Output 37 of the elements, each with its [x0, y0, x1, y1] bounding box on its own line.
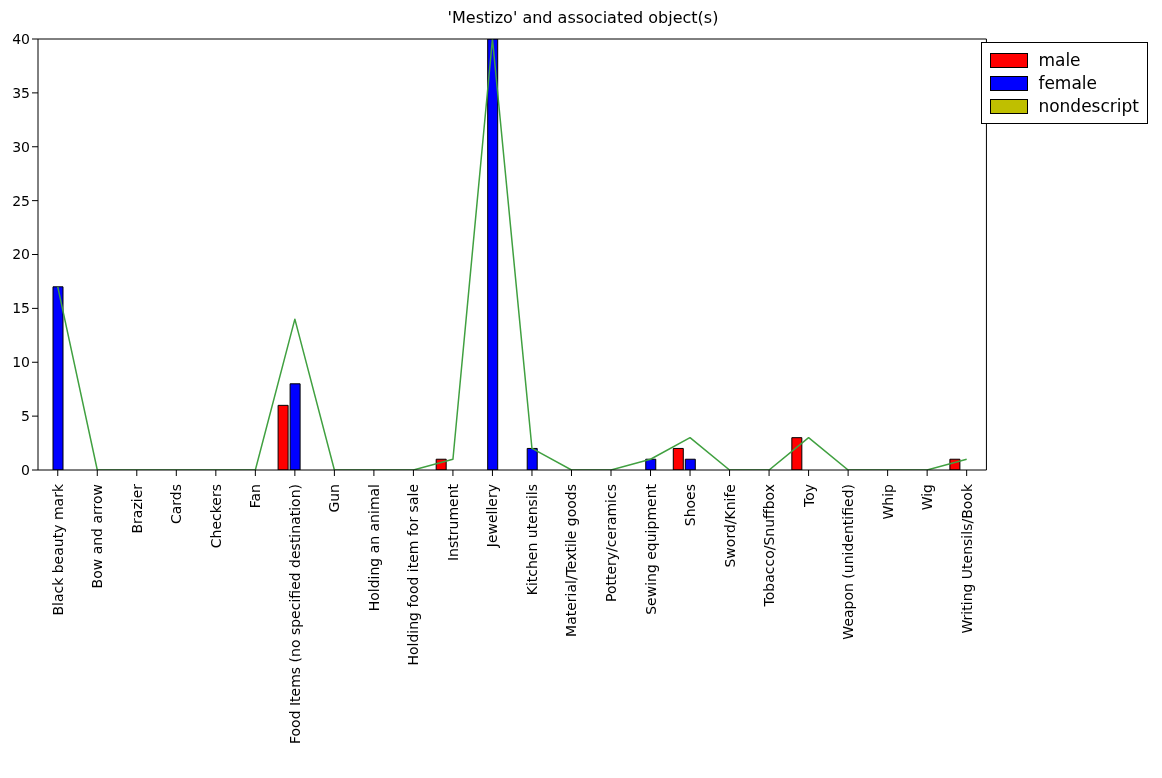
y-tick-label: 0: [21, 461, 30, 478]
y-tick-label: 10: [12, 354, 30, 371]
x-tick-label: Shoes: [682, 484, 699, 527]
x-tick-label: Weapon (unidentified): [840, 484, 857, 640]
x-tick-label: Toy: [800, 484, 817, 509]
legend-label: female: [1038, 73, 1098, 93]
x-tick-label: Whip: [879, 483, 896, 520]
x-tick-label: Food Items (no specified destination): [286, 484, 303, 745]
y-tick-label: 20: [12, 246, 30, 263]
y-tick-label: 30: [12, 138, 30, 155]
chart-title: 'Mestizo' and associated object(s): [446, 8, 720, 29]
x-tick-label: Checkers: [207, 484, 224, 549]
y-tick-label: 40: [12, 30, 30, 47]
x-tick-label: Black beauty mark: [49, 483, 66, 616]
x-tick-label: Kitchen utensils: [523, 484, 540, 596]
y-tick-label: 25: [12, 192, 30, 209]
x-tick-label: Sewing equipment: [642, 483, 659, 615]
x-tick-label: Jewellery: [484, 484, 501, 549]
x-tick-label: Tobacco/Snuffbox: [761, 484, 778, 608]
x-tick-label: Pottery/ceramics: [603, 484, 619, 603]
x-tick-label: Writing Utensils/Book: [958, 483, 975, 634]
x-tick-label: Holding food item for sale: [405, 484, 422, 666]
y-tick-label: 5: [21, 408, 30, 425]
legend-label: nondescript: [1038, 96, 1139, 116]
x-tick-label: Brazier: [128, 483, 145, 534]
x-tick-label: Instrument: [444, 483, 461, 562]
x-tick-label: Fan: [247, 484, 264, 509]
y-tick-label: 35: [12, 84, 30, 101]
legend-label: male: [1038, 50, 1081, 70]
x-tick-label: Holding an animal: [365, 484, 382, 612]
x-tick-label: Cards: [168, 484, 185, 525]
x-tick-label: Wig: [919, 484, 936, 511]
x-tick-label: Sword/Knife: [721, 484, 738, 568]
x-tick-label: Bow and arrow: [89, 484, 106, 589]
x-tick-label: Gun: [326, 484, 343, 513]
x-tick-label: Material/Textile goods: [563, 484, 580, 637]
y-tick-label: 15: [12, 300, 30, 317]
